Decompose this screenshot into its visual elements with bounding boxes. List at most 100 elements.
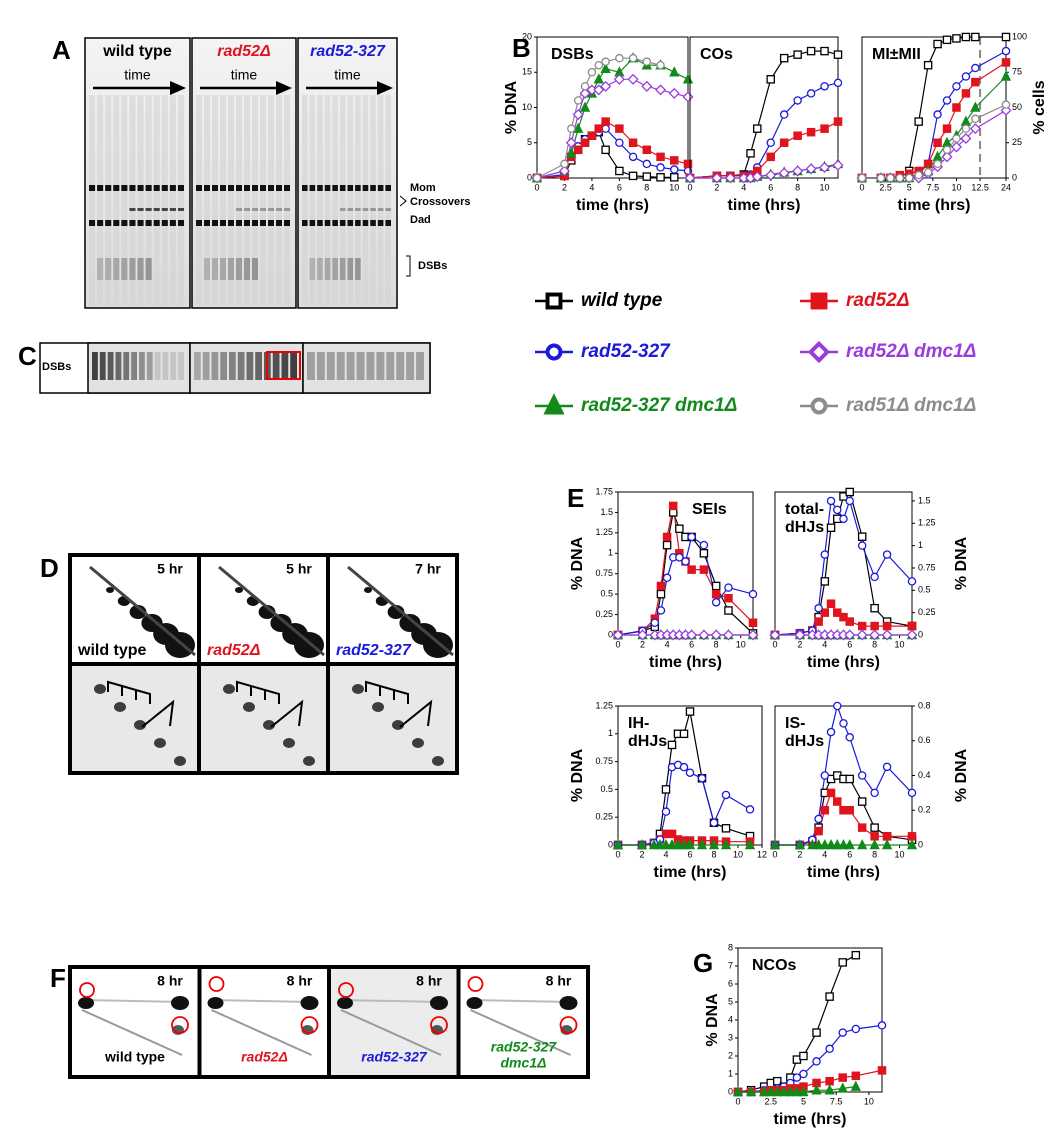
marker (826, 788, 836, 798)
y-tick-label: 0 (918, 629, 923, 639)
dsb-band (336, 352, 345, 380)
marker (685, 707, 695, 716)
marker (839, 514, 848, 524)
dsb-band (356, 352, 365, 380)
gel-smear (113, 258, 120, 280)
blot-spot (352, 684, 364, 694)
marker (656, 60, 665, 70)
marker (699, 540, 709, 550)
blot-spot (243, 702, 255, 712)
x-tick-label: 12.5 (971, 182, 989, 192)
marker (881, 629, 893, 641)
dsb-band (99, 352, 106, 380)
dsb-band (211, 352, 219, 380)
y-tick-label: 1.25 (595, 700, 613, 710)
y-tick-label: 0.5 (600, 589, 613, 599)
marker (793, 131, 802, 140)
y-tick-label: 50 (1012, 102, 1022, 112)
blot-arc (89, 565, 196, 657)
gel-band (309, 220, 316, 226)
strain-label: rad52Δ (241, 1049, 288, 1065)
blot-spot (412, 738, 424, 748)
y-tick-label: 10 (522, 102, 532, 112)
bracket (236, 680, 280, 704)
y-axis-label: % DNA (503, 80, 520, 134)
gel-smear (332, 258, 338, 280)
marker (779, 110, 789, 119)
time-label: 5 hr (157, 561, 183, 577)
gel-band (145, 185, 152, 191)
y-tick-label: 1.25 (918, 518, 936, 528)
gel-band (228, 185, 234, 191)
marker (670, 156, 679, 165)
dsb-band (220, 352, 227, 380)
gel-band (244, 220, 250, 226)
gel-band (105, 220, 112, 226)
marker (724, 172, 736, 184)
marker (845, 774, 854, 784)
chart-title: dHJs (785, 519, 824, 536)
y-tick-label: 15 (522, 67, 532, 77)
blot-streak (340, 1009, 442, 1056)
series-line (617, 535, 754, 636)
x-tick-label: 6 (617, 182, 622, 192)
gel-band (121, 185, 128, 191)
marker (870, 621, 879, 631)
marker (685, 768, 695, 777)
gel-band (268, 208, 274, 211)
marker (679, 729, 689, 739)
y-tick-label: 0 (1012, 172, 1017, 182)
marker (857, 532, 867, 541)
gel-lane (169, 95, 176, 305)
blot-spot (114, 702, 126, 712)
gel-band (89, 220, 96, 226)
marker (806, 46, 816, 56)
blot-spot (559, 996, 578, 1010)
gel-lane (370, 95, 376, 305)
marker (960, 133, 972, 145)
gel-band (370, 185, 376, 191)
marker (812, 1028, 821, 1037)
marker (845, 496, 854, 506)
marker (699, 549, 709, 558)
blot-frame (326, 662, 459, 775)
time-label: 8 hr (157, 973, 183, 989)
y-tick-label: 0.8 (918, 700, 931, 710)
x-axis-label: time (hrs) (807, 864, 880, 881)
x-tick-label: 2.5 (879, 182, 892, 192)
marker (851, 950, 861, 960)
gel-band (252, 208, 258, 211)
series-line (536, 78, 689, 179)
gel-band (252, 185, 258, 191)
strain-label: wild type (77, 642, 147, 659)
marker (766, 75, 775, 84)
dsb-band (139, 352, 145, 380)
gel-lane (121, 95, 128, 305)
marker (933, 159, 942, 169)
marker (792, 165, 804, 177)
gel-smear (355, 258, 361, 280)
marker (765, 1085, 776, 1097)
blot-spot (207, 997, 224, 1009)
arrow-head (276, 81, 292, 95)
dsb-band (255, 352, 262, 380)
marker (844, 838, 855, 850)
gel-band (355, 220, 361, 226)
marker (961, 72, 971, 81)
marker (545, 292, 563, 310)
gel-band (228, 220, 234, 226)
panel-label: B (512, 33, 531, 63)
chevron (141, 699, 175, 728)
crossover-bracket (399, 195, 407, 207)
marker (650, 618, 660, 627)
dsb-band (366, 352, 375, 380)
x-axis-label: time (hrs) (774, 1111, 847, 1128)
marker (851, 1024, 861, 1034)
dsb-band (272, 352, 280, 380)
marker (681, 557, 690, 566)
marker (708, 838, 720, 850)
marker (654, 838, 666, 850)
x-tick-label: 8 (795, 182, 800, 192)
marker (766, 138, 775, 147)
blot-spot (174, 756, 186, 766)
